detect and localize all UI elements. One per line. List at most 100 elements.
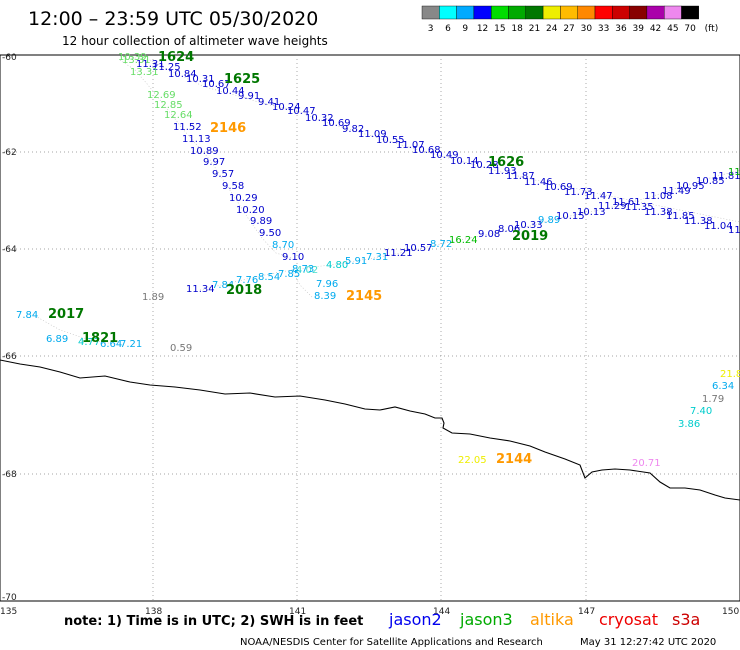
legend-swatch bbox=[594, 5, 613, 20]
wave-height-label: 8.06 bbox=[498, 224, 520, 235]
legend-label: 21 bbox=[529, 24, 540, 34]
pass-number: 2019 bbox=[512, 229, 548, 244]
wave-height-label: 10.28 bbox=[470, 160, 499, 171]
wave-height-label: 11.13 bbox=[182, 134, 211, 145]
x-axis-ticks: 135 138 141 144 147 150 bbox=[0, 607, 739, 617]
x-tick: 135 bbox=[0, 607, 17, 617]
wave-height-label: 1.79 bbox=[702, 394, 724, 405]
wave-height-label: 9.58 bbox=[222, 181, 244, 192]
wave-height-label: 11.93 bbox=[488, 166, 517, 177]
legend-label: 3 bbox=[428, 24, 434, 34]
wave-height-label: 4.77 bbox=[78, 337, 100, 348]
mission-cryosat: cryosat bbox=[599, 610, 658, 629]
wave-height-label: 1.89 bbox=[142, 292, 164, 303]
wave-height-label: 11.0 bbox=[728, 167, 740, 178]
wave-height-label: 11.73 bbox=[564, 187, 593, 198]
wave-height-label: 7.21 bbox=[120, 339, 142, 350]
wave-height-label: 5.91 bbox=[345, 256, 367, 267]
legend-label: 15 bbox=[494, 24, 505, 34]
graticule bbox=[0, 55, 740, 601]
legend-swatch bbox=[542, 5, 561, 20]
wave-height-label: 13.31 bbox=[122, 55, 151, 66]
wave-height-label: 10.44 bbox=[216, 86, 245, 97]
footer-note: note: 1) Time is in UTC; 2) SWH is in fe… bbox=[64, 614, 363, 629]
wave-height-values: 10.3913.3111.3111.2510.8413.3110.3110.67… bbox=[16, 52, 740, 469]
pass-number: 2017 bbox=[48, 307, 84, 322]
wave-height-label: 10.69 bbox=[322, 118, 351, 129]
wave-height-label: 12.64 bbox=[164, 110, 193, 121]
wave-height-label: 6.64 bbox=[100, 339, 122, 350]
y-tick: -66 bbox=[2, 352, 17, 362]
wave-height-label: 8.39 bbox=[314, 291, 336, 302]
legend-swatch bbox=[629, 5, 648, 20]
legend-swatch bbox=[525, 5, 544, 20]
wave-height-label: 12.85 bbox=[154, 100, 183, 111]
x-tick: 144 bbox=[433, 607, 450, 617]
swh-color-legend: 3 6 9 12 15 18 21 24 27 30 33 36 39 42 45 70 (ft) bbox=[421, 5, 719, 34]
wave-height-label: 10.14 bbox=[450, 156, 479, 167]
legend-swatch bbox=[612, 5, 630, 20]
wave-height-label: 11.81 bbox=[712, 171, 740, 182]
wave-height-label: 22.05 bbox=[458, 455, 487, 466]
wave-height-label: 11.09 bbox=[358, 129, 387, 140]
wave-height-label: 11.61 bbox=[612, 197, 641, 208]
pass-number: 1625 bbox=[224, 72, 260, 87]
wave-height-label: 10.20 bbox=[236, 205, 265, 216]
legend-swatch bbox=[681, 5, 699, 20]
mission-altika: altika bbox=[530, 610, 574, 629]
legend-label: 12 bbox=[477, 24, 488, 34]
wave-height-label: 9.89 bbox=[538, 215, 560, 226]
legend-label: 45 bbox=[667, 24, 678, 34]
y-tick: -64 bbox=[2, 245, 17, 255]
wave-height-label: 8.54 bbox=[258, 272, 280, 283]
generated-timestamp: May 31 12:27:42 UTC 2020 bbox=[580, 637, 716, 648]
wave-height-label: 9.41 bbox=[258, 97, 280, 108]
legend-label: (ft) bbox=[705, 24, 719, 34]
wave-height-label: 11.34 bbox=[186, 284, 215, 295]
map-subtitle: 12 hour collection of altimeter wave hei… bbox=[62, 34, 328, 48]
track-e bbox=[29, 312, 121, 346]
wave-height-label: 10.84 bbox=[168, 69, 197, 80]
legend-swatch bbox=[491, 5, 509, 20]
y-tick: -62 bbox=[2, 148, 17, 158]
y-axis-ticks: -60 -62 -64 -66 -68 -70 bbox=[2, 53, 17, 603]
wave-height-label: 9.89 bbox=[250, 216, 272, 227]
wave-height-label: 10.33 bbox=[514, 220, 543, 231]
wave-height-label: 11.38 bbox=[644, 207, 673, 218]
wave-height-label: 9.82 bbox=[342, 124, 364, 135]
wave-height-label: 12.69 bbox=[147, 90, 176, 101]
legend-swatch bbox=[439, 5, 457, 20]
wave-height-label: 11.21 bbox=[384, 248, 413, 259]
mission-jason2: jason2 bbox=[388, 610, 442, 629]
legend-swatch bbox=[508, 5, 526, 20]
track-b bbox=[119, 59, 293, 259]
wave-height-label: 11.38 bbox=[684, 216, 713, 227]
wave-height-label: 11.04 bbox=[704, 221, 733, 232]
pass-number: 2146 bbox=[210, 121, 246, 136]
wave-height-label: 10.39 bbox=[118, 52, 147, 63]
legend-label: 24 bbox=[546, 24, 558, 34]
credit-line: NOAA/NESDIS Center for Satellite Applica… bbox=[240, 637, 543, 648]
legend-label: 9 bbox=[462, 24, 468, 34]
pass-number: 1821 bbox=[82, 331, 118, 346]
wave-height-label: 10.29 bbox=[229, 193, 258, 204]
wave-height-label: 10.15 bbox=[556, 211, 585, 222]
legend-swatch bbox=[560, 5, 578, 20]
legend-label: 18 bbox=[511, 24, 523, 34]
wave-height-label: 11.35 bbox=[625, 202, 654, 213]
wave-height-label: 10.24 bbox=[272, 102, 301, 113]
wave-height-label: 11.08 bbox=[644, 191, 673, 202]
x-tick: 147 bbox=[578, 607, 595, 617]
pass-number: 2145 bbox=[346, 289, 382, 304]
legend-swatch bbox=[646, 5, 665, 20]
wave-height-label: 10.32 bbox=[305, 113, 334, 124]
wave-height-label: 11.25 bbox=[152, 62, 181, 73]
legend-swatch bbox=[421, 5, 440, 20]
pass-number: 1624 bbox=[158, 50, 194, 65]
x-tick: 150 bbox=[722, 607, 739, 617]
wave-height-label: 11.46 bbox=[524, 177, 553, 188]
wave-height-label: 8.72 bbox=[430, 239, 452, 250]
x-tick: 141 bbox=[289, 607, 306, 617]
wave-height-label: 11.87 bbox=[506, 171, 535, 182]
